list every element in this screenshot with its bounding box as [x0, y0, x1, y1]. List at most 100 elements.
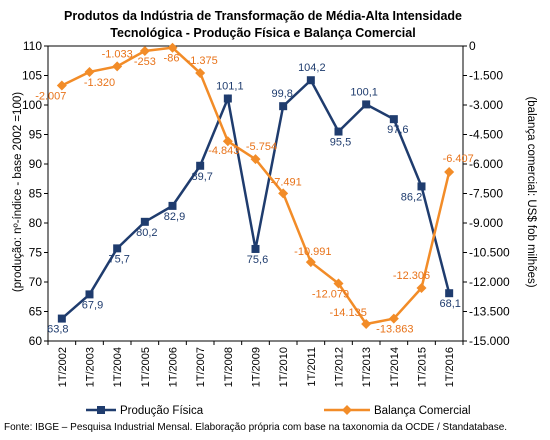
x-tick-label: 1T/2006 [168, 347, 180, 387]
left-tick-label: 70 [29, 275, 43, 289]
left-tick-label: 75 [29, 246, 43, 260]
producao-data-label: 67,9 [82, 299, 103, 311]
producao-point [113, 244, 122, 253]
producao-data-label: 99,8 [271, 88, 292, 100]
x-tick-label: 1T/2005 [140, 347, 152, 387]
right-tick-label: -1.500 [469, 69, 503, 83]
right-tick-label: -9.000 [469, 216, 503, 230]
left-tick-label: 100 [22, 98, 42, 112]
producao-data-label: 75,7 [108, 253, 129, 265]
balanca-data-label: -13.863 [376, 324, 413, 336]
balanca-data-label: -7.491 [271, 176, 302, 188]
producao-point [334, 127, 343, 136]
producao-data-label: 80,2 [136, 227, 157, 239]
left-tick-label: 80 [29, 216, 43, 230]
producao-point [168, 201, 177, 210]
balanca-point [361, 318, 372, 329]
producao-data-label: 82,9 [164, 211, 185, 223]
x-tick-label: 1T/2003 [85, 347, 97, 387]
right-tick-label: -6.000 [469, 157, 503, 171]
left-tick-label: 85 [29, 187, 43, 201]
left-tick-label: 65 [29, 305, 43, 319]
balanca-point [167, 42, 178, 53]
producao-point [85, 290, 94, 299]
series-layer [56, 42, 455, 329]
balanca-data-label: -2.007 [35, 90, 66, 102]
right-axis-ticks: 0 -1.500 -3.000 -4.500 -6.000 -7.500 -9.000 -10… [463, 39, 510, 348]
producao-point [196, 161, 205, 170]
balanca-data-label: -5.754 [246, 141, 277, 153]
balanca-data-label: -6.407 [443, 153, 474, 165]
producao-point [140, 217, 149, 226]
balanca-point [222, 136, 233, 147]
x-tick-label: 1T/2011 [306, 347, 318, 387]
balanca-data-label: -1.320 [84, 77, 115, 89]
right-tick-label: -15.000 [469, 334, 510, 348]
producao-point [445, 289, 454, 298]
x-tick-label: 1T/2008 [223, 347, 235, 387]
producao-data-label: 75,6 [247, 254, 268, 266]
right-tick-label: -13.500 [469, 305, 510, 319]
balanca-data-label: -12.306 [393, 270, 430, 282]
producao-data-label: 104,2 [298, 62, 326, 74]
data-labels: 63,8 67,9 75,7 80,2 82,9 89,7 101,1 75,6 99,8 104… [35, 48, 474, 335]
producao-data-label: 63,8 [47, 324, 68, 336]
balanca-data-label: -12.079 [312, 289, 349, 301]
producao-point [417, 182, 426, 191]
balanca-data-label: -4.843 [208, 145, 239, 157]
right-tick-label: -10.500 [469, 246, 510, 260]
right-tick-label: 0 [469, 39, 476, 53]
legend-marker-producao [97, 406, 105, 414]
balanca-data-label: -10.991 [294, 246, 331, 258]
source-note: Fonte: IBGE – Pesquisa Industrial Mensal… [4, 422, 507, 433]
balanca-data-label: -1.375 [187, 55, 218, 67]
producao-data-label: 97,6 [387, 124, 408, 136]
left-tick-label: 90 [29, 157, 43, 171]
right-axis-label: (balança comercial: US$ fob milhões) [525, 96, 537, 287]
x-tick-label: 1T/2014 [389, 347, 401, 387]
producao-data-label: 95,5 [330, 137, 351, 149]
left-tick-label: 95 [29, 128, 43, 142]
balanca-point [333, 278, 344, 289]
balanca-data-label: -86 [164, 53, 180, 65]
legend: Produção Física Balança Comercial [86, 405, 471, 417]
x-tick-label: 1T/2009 [251, 347, 263, 387]
balanca-point [139, 45, 150, 56]
producao-point [389, 115, 398, 124]
x-axis-ticks: 1T/2002 1T/2003 1T/2004 1T/2005 1T/2006 1T/20… [47, 341, 464, 387]
chart-title-line2: Tecnológica - Produção Física e Balança … [110, 26, 415, 40]
right-tick-label: -12.000 [469, 275, 510, 289]
producao-data-label: 100,1 [350, 86, 378, 98]
right-tick-label: -4.500 [469, 128, 503, 142]
balanca-point [416, 283, 427, 294]
producao-point [251, 244, 260, 253]
producao-data-label: 68,1 [439, 298, 460, 310]
x-tick-label: 1T/2012 [334, 347, 346, 387]
balanca-point [305, 257, 316, 268]
left-tick-label: 110 [23, 39, 42, 53]
balanca-point [250, 154, 261, 165]
balanca-point [56, 80, 67, 91]
left-axis-label: (produção: nº-índice - base 2002 =100) [12, 92, 24, 292]
legend-label-balanca: Balança Comercial [374, 405, 471, 417]
balanca-data-label: -1.033 [102, 48, 133, 60]
producao-point [306, 76, 315, 85]
x-tick-label: 1T/2004 [112, 347, 124, 387]
left-tick-label: 105 [22, 69, 42, 83]
legend-label-producao: Produção Física [120, 405, 204, 417]
producao-point [223, 94, 232, 103]
producao-point [57, 314, 66, 323]
legend-marker-balanca [342, 405, 352, 415]
producao-data-label: 101,1 [216, 81, 244, 93]
x-tick-label: 1T/2010 [278, 347, 290, 387]
producao-point [362, 100, 371, 109]
balanca-point [278, 188, 289, 199]
producao-data-label: 89,7 [191, 171, 212, 183]
x-tick-label: 1T/2007 [195, 347, 207, 387]
balanca-point [84, 66, 95, 77]
balanca-data-label: -14.135 [330, 307, 367, 319]
balanca-point [195, 68, 206, 79]
balanca-data-label: -253 [134, 56, 156, 68]
left-tick-label: 60 [29, 334, 43, 348]
